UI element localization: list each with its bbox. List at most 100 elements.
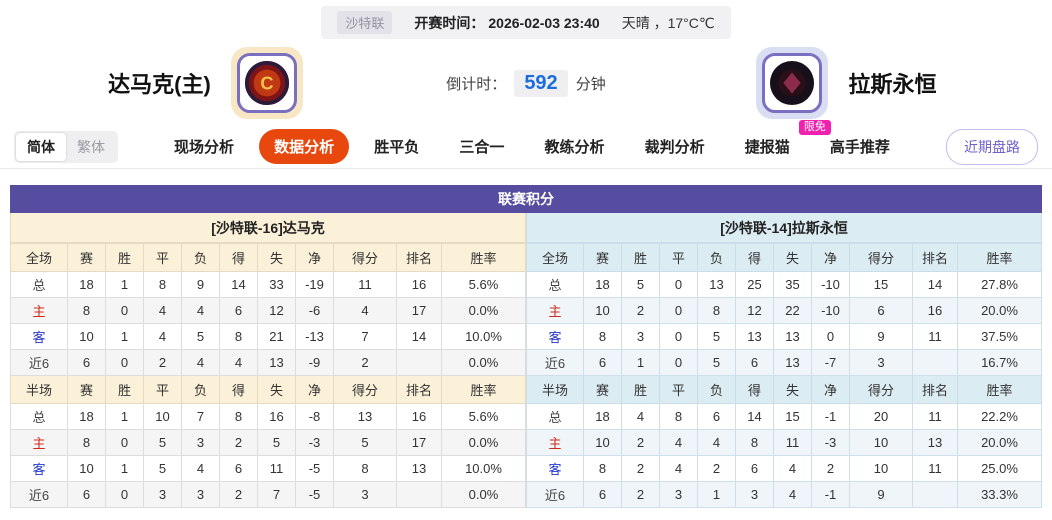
stat-cell: 18 xyxy=(583,403,622,430)
column-header: 胜率 xyxy=(957,243,1042,272)
stats-row: 客 10 1 5 4 6 11 -5 8 13 10.0% xyxy=(10,455,526,482)
column-header: 平 xyxy=(659,243,698,272)
stats-row: 总 18 5 0 13 25 35 -10 15 14 27.8% xyxy=(526,271,1042,298)
row-label: 主 xyxy=(526,297,584,324)
column-header: 全场 xyxy=(526,243,584,272)
row-label: 客 xyxy=(526,455,584,482)
tab-win-draw-lose[interactable]: 胜平负 xyxy=(374,139,420,156)
column-header: 胜率 xyxy=(441,375,526,404)
stat-cell: 14 xyxy=(219,271,258,298)
tab-data-analysis[interactable]: 数据分析 xyxy=(259,129,350,164)
row-label: 主 xyxy=(10,297,68,324)
stat-cell: 7 xyxy=(257,481,296,508)
stat-cell: 4 xyxy=(659,455,698,482)
stat-cell: 5 xyxy=(257,429,296,456)
stat-cell: 13 xyxy=(773,349,812,376)
home-team-badge-icon: C xyxy=(244,60,289,106)
tab-three-in-one[interactable]: 三合一 xyxy=(459,139,505,156)
stat-cell: 0 xyxy=(105,349,144,376)
column-header: 得分 xyxy=(333,243,397,272)
stat-cell: 4 xyxy=(659,429,698,456)
column-header: 排名 xyxy=(396,243,442,272)
column-header: 得 xyxy=(735,243,774,272)
stat-cell: 2 xyxy=(143,349,182,376)
kickoff-time: 开赛时间： 2026-02-03 23:40 xyxy=(414,13,599,33)
stat-cell: 14 xyxy=(735,403,774,430)
stat-cell: 0 xyxy=(659,297,698,324)
column-header-row: 半场赛胜平负得失净得分 排名 胜率 xyxy=(526,375,1042,404)
stat-cell: 0 xyxy=(659,271,698,298)
stat-cell xyxy=(912,481,958,508)
stat-cell: 13 xyxy=(912,429,958,456)
stats-row: 总 18 1 10 7 8 16 -8 13 16 5.6% xyxy=(10,403,526,430)
away-stats-panel: [沙特联-14]拉斯永恒 全场赛胜平负得失净得分 排名 胜率总 18 5 0 13 25 35-… xyxy=(526,213,1042,508)
row-label: 主 xyxy=(10,429,68,456)
tab-live-analysis[interactable]: 现场分析 xyxy=(174,139,235,156)
lang-traditional[interactable]: 繁体 xyxy=(77,138,105,155)
home-team-logo: C xyxy=(230,47,303,119)
column-header: 赛 xyxy=(67,243,106,272)
stat-cell: 18 xyxy=(67,403,106,430)
stat-cell: -6 xyxy=(295,297,334,324)
lang-simplified[interactable]: 简体 xyxy=(16,132,66,161)
column-header-row: 全场赛胜平负得失净得分 排名 胜率 xyxy=(10,243,526,272)
home-team-name: 达马克(主) xyxy=(108,72,211,97)
stat-cell: 20.0% xyxy=(957,429,1042,456)
stat-cell: 3 xyxy=(181,481,220,508)
stats-row: 总 18 1 8 9 14 33 -19 11 16 5.6% xyxy=(10,271,526,298)
board-title: 联赛积分 xyxy=(10,185,1042,213)
stat-cell: 3 xyxy=(849,349,913,376)
stat-cell: 8 xyxy=(659,403,698,430)
language-toggle: 简体 繁体 xyxy=(14,130,118,163)
stat-cell: 16 xyxy=(396,403,442,430)
tab-jiebao-cat[interactable]: 捷报猫 限免 xyxy=(730,120,831,164)
column-header: 赛 xyxy=(583,375,622,404)
stat-cell: 25.0% xyxy=(957,455,1042,482)
column-header: 负 xyxy=(697,375,736,404)
stat-cell: 2 xyxy=(811,455,850,482)
stats-row: 近6 6 1 0 5 6 13 -7 3 16.7% xyxy=(526,349,1042,376)
stat-cell: -1 xyxy=(811,481,850,508)
stat-cell: 15 xyxy=(773,403,812,430)
recent-handicap-button[interactable]: 近期盘路 xyxy=(946,128,1038,165)
stat-cell: 2 xyxy=(219,481,258,508)
stat-cell: 7 xyxy=(181,403,220,430)
stat-cell: 3 xyxy=(621,323,660,350)
stat-cell: 2 xyxy=(621,297,660,324)
tab-referee-analysis[interactable]: 裁判分析 xyxy=(644,139,705,156)
stat-cell: 14 xyxy=(912,271,958,298)
kickoff-value: 2026-02-03 23:40 xyxy=(488,14,600,31)
stat-cell: 9 xyxy=(849,481,913,508)
stat-cell: 5 xyxy=(333,429,397,456)
stats-row: 近6 6 0 3 3 2 7 -5 3 0.0% xyxy=(10,481,526,508)
stat-cell: 20.0% xyxy=(957,297,1042,324)
stats-row: 主 8 0 5 3 2 5 -3 5 17 0.0% xyxy=(10,429,526,456)
stat-cell: 8 xyxy=(583,323,622,350)
home-stats-panel: [沙特联-16]达马克 全场赛胜平负得失净得分 排名 胜率总 18 1 8 9 14 33 -19… xyxy=(10,213,526,508)
column-header: 排名 xyxy=(912,375,958,404)
stat-cell: 8 xyxy=(143,271,182,298)
stat-cell: 33.3% xyxy=(957,481,1042,508)
countdown: 倒计时： 592 分钟 xyxy=(411,69,641,97)
stat-cell: -8 xyxy=(295,403,334,430)
stat-cell: 37.5% xyxy=(957,323,1042,350)
stat-cell: 5 xyxy=(143,429,182,456)
stat-cell: 6 xyxy=(735,455,774,482)
stat-cell: -7 xyxy=(811,349,850,376)
kickoff-label: 开赛时间： xyxy=(414,14,485,31)
stat-cell: 10 xyxy=(849,455,913,482)
stat-cell: 4 xyxy=(219,349,258,376)
tab-expert-picks[interactable]: 高手推荐 xyxy=(829,139,890,156)
column-header: 失 xyxy=(773,243,812,272)
stat-cell: 8 xyxy=(697,297,736,324)
row-label: 总 xyxy=(10,403,68,430)
stat-cell: -3 xyxy=(295,429,334,456)
match-info-bar: 沙特联 开赛时间： 2026-02-03 23:40 天晴 ，17°C℃ xyxy=(321,6,731,39)
tab-coach-analysis[interactable]: 教练分析 xyxy=(544,139,605,156)
row-label: 主 xyxy=(526,429,584,456)
column-header: 得分 xyxy=(849,375,913,404)
stat-cell: 14 xyxy=(396,323,442,350)
stat-cell: 16 xyxy=(396,271,442,298)
svg-text:C: C xyxy=(260,74,273,94)
nav-tabs: 现场分析 数据分析 胜平负 三合一 教练分析 裁判分析 捷报猫 限免 高手推荐 xyxy=(118,120,946,164)
